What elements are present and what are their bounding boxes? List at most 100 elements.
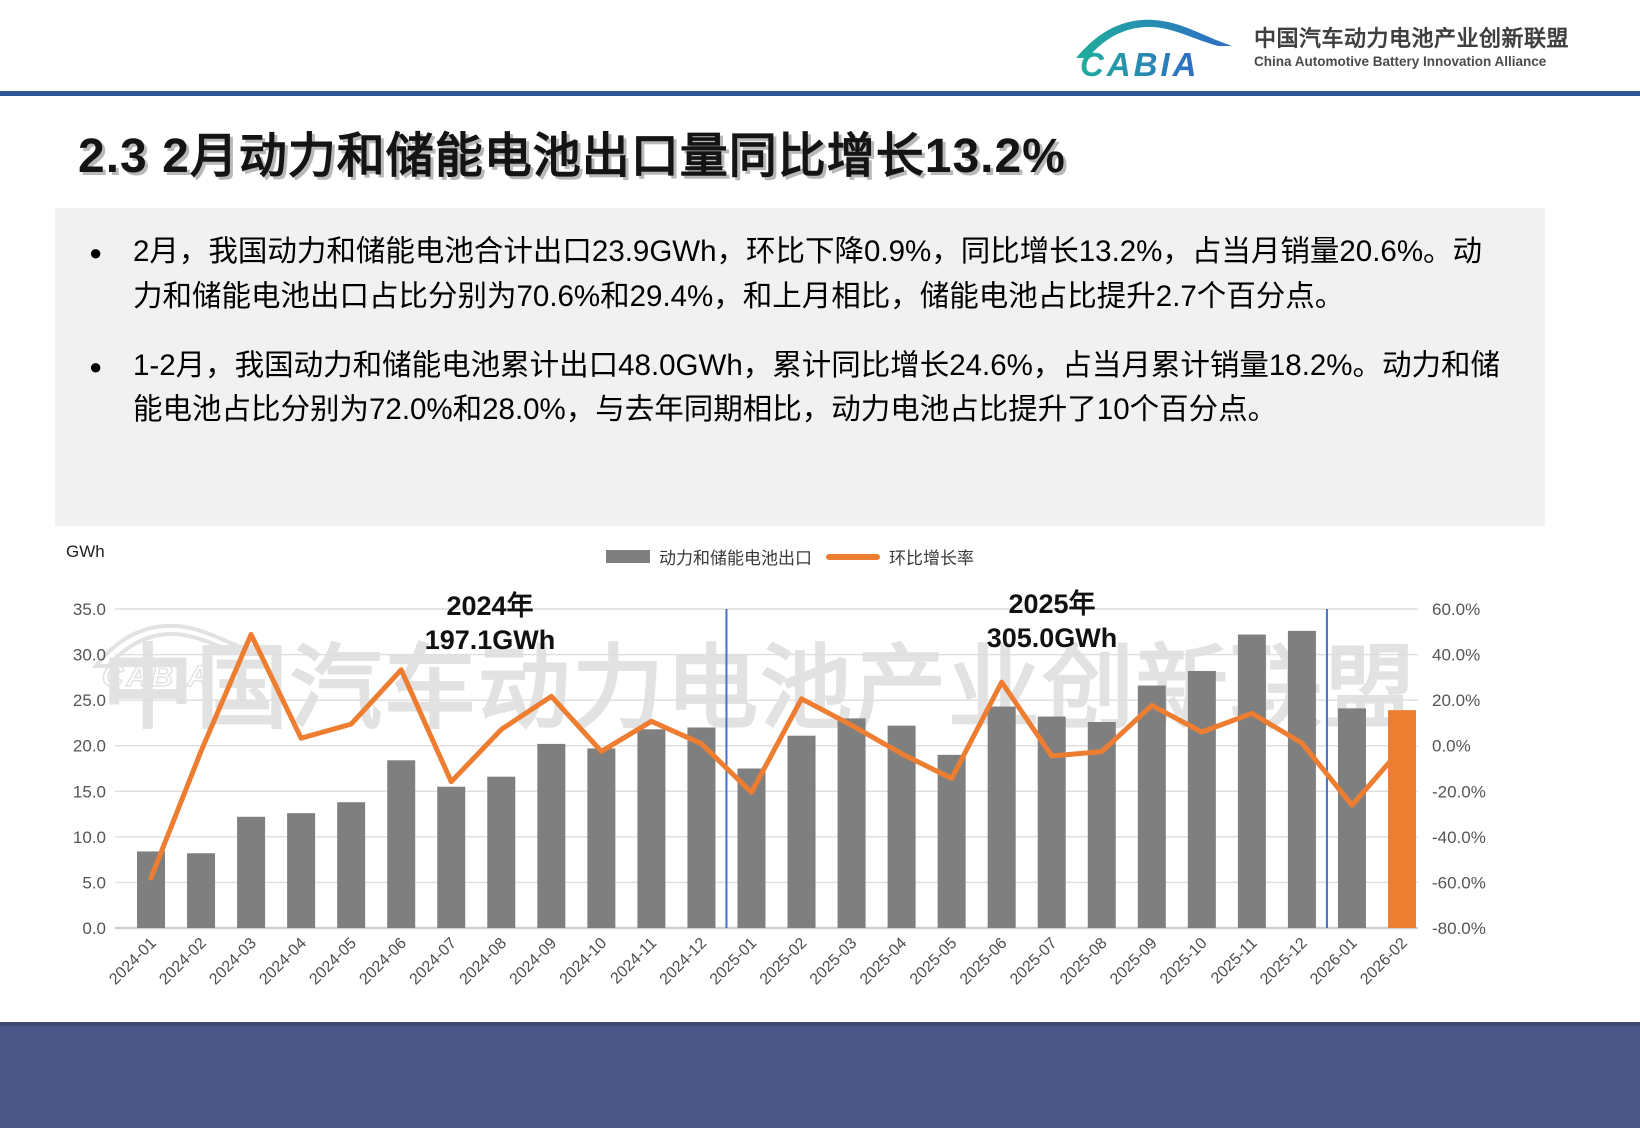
right-axis-tick: -60.0% — [1432, 873, 1486, 892]
export-chart: CABIA 中国汽车动力电池产业创新联盟 GWh 动力和储能电池出口 环比增长率… — [60, 530, 1520, 985]
bar-swatch-icon — [606, 550, 650, 563]
x-axis-label: 2024-12 — [657, 935, 711, 985]
left-axis-tick: 20.0 — [73, 737, 106, 756]
svg-text:CABIA: CABIA — [102, 660, 212, 693]
x-axis-label: 2024-08 — [457, 935, 511, 985]
export-bar-2024-03 — [237, 816, 266, 928]
export-bar-2026-02 — [1388, 710, 1416, 928]
export-bar-2024-10 — [587, 748, 616, 928]
x-axis-label: 2025-07 — [1007, 935, 1061, 985]
x-axis-label: 2024-11 — [608, 935, 661, 985]
right-axis-tick: 20.0% — [1432, 691, 1480, 710]
export-bar-2024-01 — [137, 851, 165, 928]
x-axis-label: 2024-09 — [507, 935, 561, 985]
right-axis-tick: -80.0% — [1432, 919, 1486, 938]
left-axis-tick: 25.0 — [73, 691, 106, 710]
x-axis-label: 2024-04 — [256, 935, 310, 985]
annotation-total: 197.1GWh — [424, 624, 556, 655]
bullet-text: 2月，我国动力和储能电池合计出口23.9GWh，环比下降0.9%，同比增长13.… — [133, 235, 1483, 313]
export-chart-svg: 35.0 60.0% 30.0 40.0% 25.0 20.0% 20.0 0.0% 15.0 -… — [73, 600, 1486, 985]
bullet-item: ● 1-2月，我国动力和储能电池累计出口48.0GWh，累计同比增长24.6%，… — [89, 344, 1511, 434]
x-axis-label: 2025-12 — [1257, 935, 1311, 985]
export-bar-2024-08 — [487, 776, 516, 928]
legend-label: 环比增长率 — [889, 549, 974, 568]
org-name-en: China Automotive Battery Innovation Alli… — [1254, 54, 1547, 70]
export-bar-2026-01 — [1337, 708, 1366, 928]
export-bar-2024-09 — [537, 743, 566, 928]
bullet-dot-icon: ● — [89, 353, 103, 379]
mom-growth-line — [148, 632, 1405, 881]
left-axis-tick: 35.0 — [73, 600, 106, 619]
x-axis-label: 2026-01 — [1307, 935, 1361, 985]
chart-legend: 动力和储能电池出口 环比增长率 — [60, 544, 1520, 569]
x-axis-label: 2024-07 — [407, 935, 461, 985]
left-axis-tick: 0.0 — [82, 919, 106, 938]
right-axis-tick: 40.0% — [1432, 646, 1480, 665]
header-logo: CABIA 中国汽车动力电池产业创新联盟 China Automotive Ba… — [1070, 12, 1569, 84]
x-axis-label: 2025-09 — [1107, 935, 1161, 985]
annotation-2025: 2025年 305.0GWh — [987, 588, 1118, 656]
export-bar-2024-07 — [437, 786, 466, 928]
x-axis-label: 2025-11 — [1208, 935, 1261, 985]
cabia-logo-icon: CABIA — [1076, 19, 1232, 83]
bullet-text: 1-2月，我国动力和储能电池累计出口48.0GWh，累计同比增长24.6%，占当… — [133, 348, 1501, 427]
left-axis-tick: 30.0 — [73, 646, 106, 665]
annotation-year: 2025年 — [1008, 589, 1096, 619]
annotation-total: 305.0GWh — [986, 622, 1118, 653]
x-axis-label: 2025-03 — [807, 935, 861, 985]
export-bar-2024-11 — [637, 729, 666, 928]
export-bar-2024-12 — [687, 727, 716, 928]
annotation-2024: 2024年 197.1GWh — [425, 590, 556, 658]
summary-box: ● 2月，我国动力和储能电池合计出口23.9GWh，环比下降0.9%，同比增长1… — [55, 208, 1545, 526]
org-name-zh: 中国汽车动力电池产业创新联盟 — [1254, 26, 1570, 52]
export-bar-2025-03 — [837, 718, 866, 928]
export-bar-2025-02 — [787, 735, 816, 928]
x-axis-label: 2025-01 — [707, 935, 761, 985]
bullet-dot-icon: ● — [89, 240, 103, 265]
x-axis-label: 2025-06 — [957, 935, 1011, 985]
bullet-item: ● 2月，我国动力和储能电池合计出口23.9GWh，环比下降0.9%，同比增长1… — [89, 230, 1511, 320]
export-bar-2025-11 — [1237, 634, 1266, 928]
export-bar-2025-05 — [937, 754, 966, 928]
x-axis-label: 2024-01 — [106, 935, 160, 985]
x-axis-label: 2024-02 — [156, 935, 210, 985]
left-axis-tick: 15.0 — [73, 782, 106, 801]
x-axis-label: 2026-02 — [1357, 935, 1411, 985]
left-axis-tick: 5.0 — [82, 873, 106, 892]
export-bar-2025-09 — [1137, 685, 1166, 928]
export-bar-2025-06 — [987, 706, 1016, 928]
export-bar-2025-07 — [1037, 716, 1066, 928]
x-axis-label: 2025-08 — [1057, 935, 1111, 985]
footer-band — [0, 1022, 1640, 1128]
left-axis-unit: GWh — [66, 542, 105, 561]
x-axis-label: 2025-05 — [907, 935, 961, 985]
x-axis-label: 2024-03 — [206, 935, 260, 985]
export-bar-2024-04 — [287, 813, 316, 928]
header-divider — [0, 91, 1640, 96]
x-axis-label: 2024-05 — [306, 935, 360, 985]
right-axis-tick: -40.0% — [1432, 828, 1486, 847]
export-bar-2024-06 — [387, 760, 416, 928]
export-bar-2025-12 — [1287, 630, 1316, 928]
right-axis-tick: 0.0% — [1432, 737, 1471, 756]
x-axis-label: 2024-10 — [557, 935, 611, 985]
legend-item-line: 环比增长率 — [826, 544, 974, 569]
legend-label: 动力和储能电池出口 — [659, 549, 812, 568]
export-bar-2024-05 — [337, 802, 366, 928]
right-axis-tick: -20.0% — [1432, 782, 1486, 801]
legend-item-bars: 动力和储能电池出口 — [606, 544, 812, 569]
annotation-year: 2024年 — [446, 591, 534, 621]
line-swatch-icon — [826, 553, 880, 560]
page-title: 2.3 2月动力和储能电池出口量同比增长13.2% — [78, 130, 1066, 183]
x-axis-label: 2025-04 — [857, 935, 911, 985]
x-axis-label: 2025-02 — [757, 935, 811, 985]
left-axis-tick: 10.0 — [73, 828, 106, 847]
export-bar-2024-02 — [187, 853, 216, 928]
x-axis-label: 2024-06 — [356, 935, 410, 985]
export-bar-2025-10 — [1187, 670, 1216, 928]
x-axis-label: 2025-10 — [1157, 935, 1211, 985]
cabia-logo-text: CABIA — [1080, 46, 1200, 83]
export-bar-2025-08 — [1087, 722, 1116, 928]
right-axis-tick: 60.0% — [1432, 600, 1480, 619]
